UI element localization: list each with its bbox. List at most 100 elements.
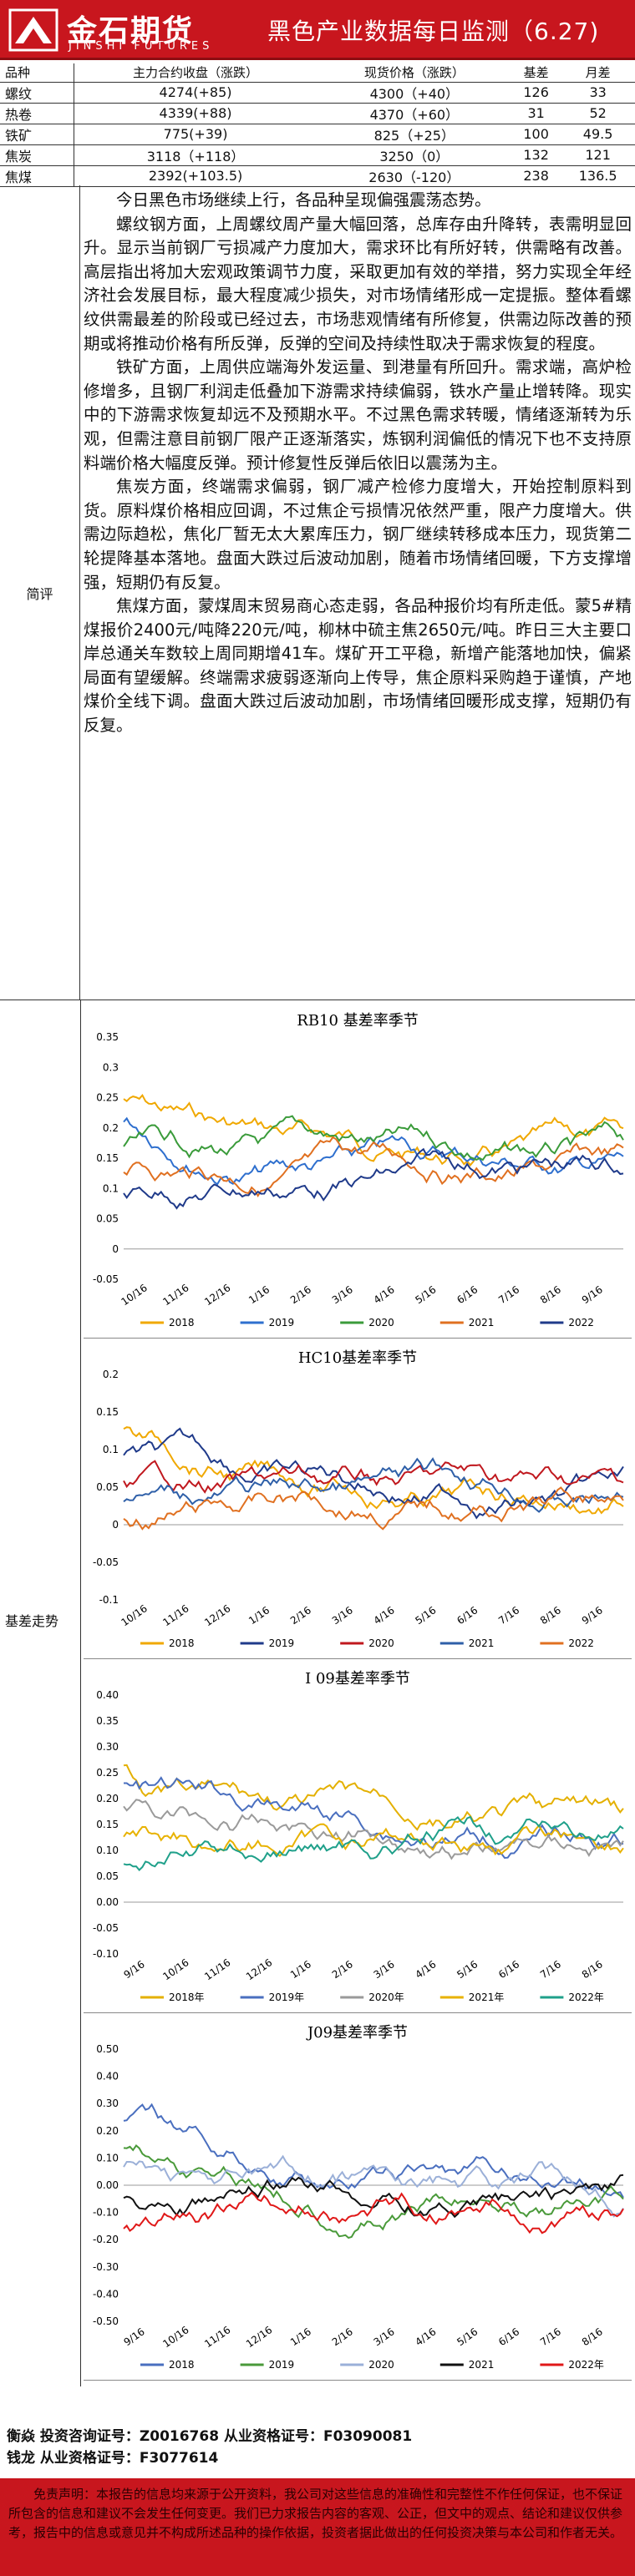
legend-label: 2019年 xyxy=(269,1991,305,2003)
x-tick-label: 2/16 xyxy=(288,1604,313,1627)
x-tick-label: 10/16 xyxy=(119,1282,149,1308)
x-tick-label: 1/16 xyxy=(288,2325,313,2348)
y-tick-label: -0.30 xyxy=(93,2261,119,2273)
series-line xyxy=(123,1093,624,1167)
table-cell: 3250（0） xyxy=(317,144,512,166)
table-cell: 4274(+85) xyxy=(74,82,318,104)
legend-label: 2018 xyxy=(169,1317,195,1328)
y-tick-label: 0 xyxy=(112,1243,119,1255)
series-line xyxy=(123,2191,624,2234)
y-tick-label: 0.25 xyxy=(96,1767,119,1779)
legend-label: 2022年 xyxy=(568,1991,604,2003)
x-tick-label: 5/16 xyxy=(455,2325,480,2348)
x-tick-label: 8/16 xyxy=(580,2325,605,2348)
chart-hc10: HC10基差率季节 0.2 0.15 0.1 0.05 0 -0.05 -0.1 10/16 11… xyxy=(84,1341,632,1659)
x-tick-label: 12/16 xyxy=(202,1602,232,1628)
x-tick-label: 10/16 xyxy=(119,1602,149,1628)
legend-label: 2020 xyxy=(368,1637,394,1649)
x-tick-label: 3/16 xyxy=(330,1604,355,1627)
x-tick-label: 2/16 xyxy=(330,1958,355,1981)
table-cell: 136.5 xyxy=(561,165,635,187)
disclaimer: 免责声明：本报告的信息均来源于公开资料，我公司对这些信息的准确性和完整性不作任何… xyxy=(0,2478,635,2576)
chart-title: RB10 基差率季节 xyxy=(297,1012,418,1030)
comment-paragraph: 今日黑色市场继续上行，各品种呈现偏强震荡态势。 xyxy=(116,190,491,210)
legend-label: 2021 xyxy=(469,1317,495,1328)
legend-label: 2018年 xyxy=(169,1991,205,2003)
table-cell: 126 xyxy=(511,82,561,104)
series-line xyxy=(123,1457,624,1513)
table-row: 螺纹 4274(+85) 4300（+40） 126 33 xyxy=(0,82,635,104)
x-tick-label: 8/16 xyxy=(580,1958,605,1981)
table-cell: 铁矿 xyxy=(0,124,74,145)
y-tick-label: 0.2 xyxy=(103,1369,119,1380)
y-tick-label: 0.30 xyxy=(96,2098,119,2109)
x-tick-label: 8/16 xyxy=(538,1604,563,1627)
y-tick-label: 0.30 xyxy=(96,1741,119,1753)
y-tick-label: 0.10 xyxy=(96,1845,119,1856)
legend-label: 2020 xyxy=(368,1317,394,1328)
x-tick-label: 9/16 xyxy=(580,1283,605,1306)
x-tick-label: 2/16 xyxy=(330,2325,355,2348)
table-row: 焦炭 3118（+118） 3250（0） 132 121 xyxy=(0,144,635,166)
table-cell: 121 xyxy=(561,144,635,166)
table-cell: 3118（+118） xyxy=(74,144,318,166)
x-tick-label: 7/16 xyxy=(496,1604,521,1627)
x-tick-label: 5/16 xyxy=(413,1283,438,1306)
column-header: 月差 xyxy=(561,63,635,83)
table-cell: 焦炭 xyxy=(0,144,74,166)
y-tick-label: -0.10 xyxy=(93,1948,119,1960)
x-tick-label: 12/16 xyxy=(202,1282,232,1308)
table-cell: 49.5 xyxy=(561,124,635,145)
x-tick-label: 3/16 xyxy=(372,2325,397,2348)
x-tick-label: 7/16 xyxy=(496,1283,521,1306)
x-tick-label: 10/16 xyxy=(160,2324,190,2350)
page-header: 金石期货 JINSHI FUTURES 黑色产业数据每日监测（6.27) xyxy=(0,0,635,60)
table-row: 焦煤 2392(+103.5) 2630（-120） 238 136.5 xyxy=(0,165,635,187)
table-cell: 775(+39) xyxy=(74,124,318,145)
analyst-line: 钱龙 从业资格证号：F3077614 xyxy=(7,2450,219,2467)
comment-paragraph: 焦炭方面，终端需求偏弱，钢厂减产检修力度增大，开始控制原料到货。原料煤价格相应回… xyxy=(84,477,632,592)
comment-paragraph: 螺纹钢方面，上周螺纹周产量大幅回落，总库存由升降转，表需明显回升。显示当前钢厂亏… xyxy=(84,214,632,353)
column-header: 现货价格（涨跌） xyxy=(317,63,512,83)
y-tick-label: 0.40 xyxy=(96,1689,119,1701)
y-tick-label: 0.00 xyxy=(96,2179,119,2191)
y-tick-label: 0.50 xyxy=(96,2043,119,2055)
legend-label: 2021年 xyxy=(469,1991,505,2003)
y-tick-label: -0.1 xyxy=(99,1594,119,1606)
x-tick-label: 6/16 xyxy=(496,2325,521,2348)
table-cell: 100 xyxy=(511,124,561,145)
comment-paragraph: 铁矿方面，上周供应端海外发运量、到港量有所回升。需求端，高炉检修增多，且钢厂利润… xyxy=(84,357,632,473)
table-cell: 31 xyxy=(511,103,561,124)
x-tick-label: 1/16 xyxy=(246,1604,272,1627)
quote-table: 品种 主力合约收盘（涨跌） 现货价格（涨跌） 基差 月差 螺纹 4274(+85)… xyxy=(0,63,635,187)
x-tick-label: 4/16 xyxy=(413,1958,438,1981)
y-tick-label: 0.15 xyxy=(96,1819,119,1830)
legend-label: 2021 xyxy=(469,1637,495,1649)
table-cell: 132 xyxy=(511,144,561,166)
y-tick-label: 0.15 xyxy=(96,1152,119,1164)
x-tick-label: 12/16 xyxy=(244,1956,274,1982)
legend-label: 2018 xyxy=(169,2359,195,2371)
column-header: 基差 xyxy=(511,63,561,83)
x-tick-label: 5/16 xyxy=(413,1604,438,1627)
legend-label: 2022年 xyxy=(568,2359,604,2371)
y-tick-label: 0.15 xyxy=(96,1406,119,1418)
brand-logo: 金石期货 JINSHI FUTURES xyxy=(8,7,234,53)
y-tick-label: -0.50 xyxy=(93,2315,119,2327)
series-line xyxy=(123,1823,624,1857)
x-tick-label: 6/16 xyxy=(455,1604,480,1627)
series-line xyxy=(123,1799,624,1860)
x-tick-label: 11/16 xyxy=(202,1956,232,1982)
chart-title: J09基差率季节 xyxy=(306,2024,408,2042)
comment-paragraph: 焦煤方面，蒙煤周末贸易商心态走弱，各品种报价均有所走低。蒙5#精煤报价2400元… xyxy=(84,596,632,736)
series-line xyxy=(123,1460,624,1494)
y-tick-label: -0.05 xyxy=(93,1556,119,1568)
series-line xyxy=(123,1147,624,1210)
column-header: 主力合约收盘（涨跌） xyxy=(74,63,318,83)
y-tick-label: -0.20 xyxy=(93,2234,119,2245)
y-tick-label: 0.40 xyxy=(96,2071,119,2083)
series-line xyxy=(123,2154,624,2218)
table-cell: 52 xyxy=(561,103,635,124)
x-tick-label: 4/16 xyxy=(413,2325,438,2348)
x-tick-label: 11/16 xyxy=(160,1282,190,1308)
